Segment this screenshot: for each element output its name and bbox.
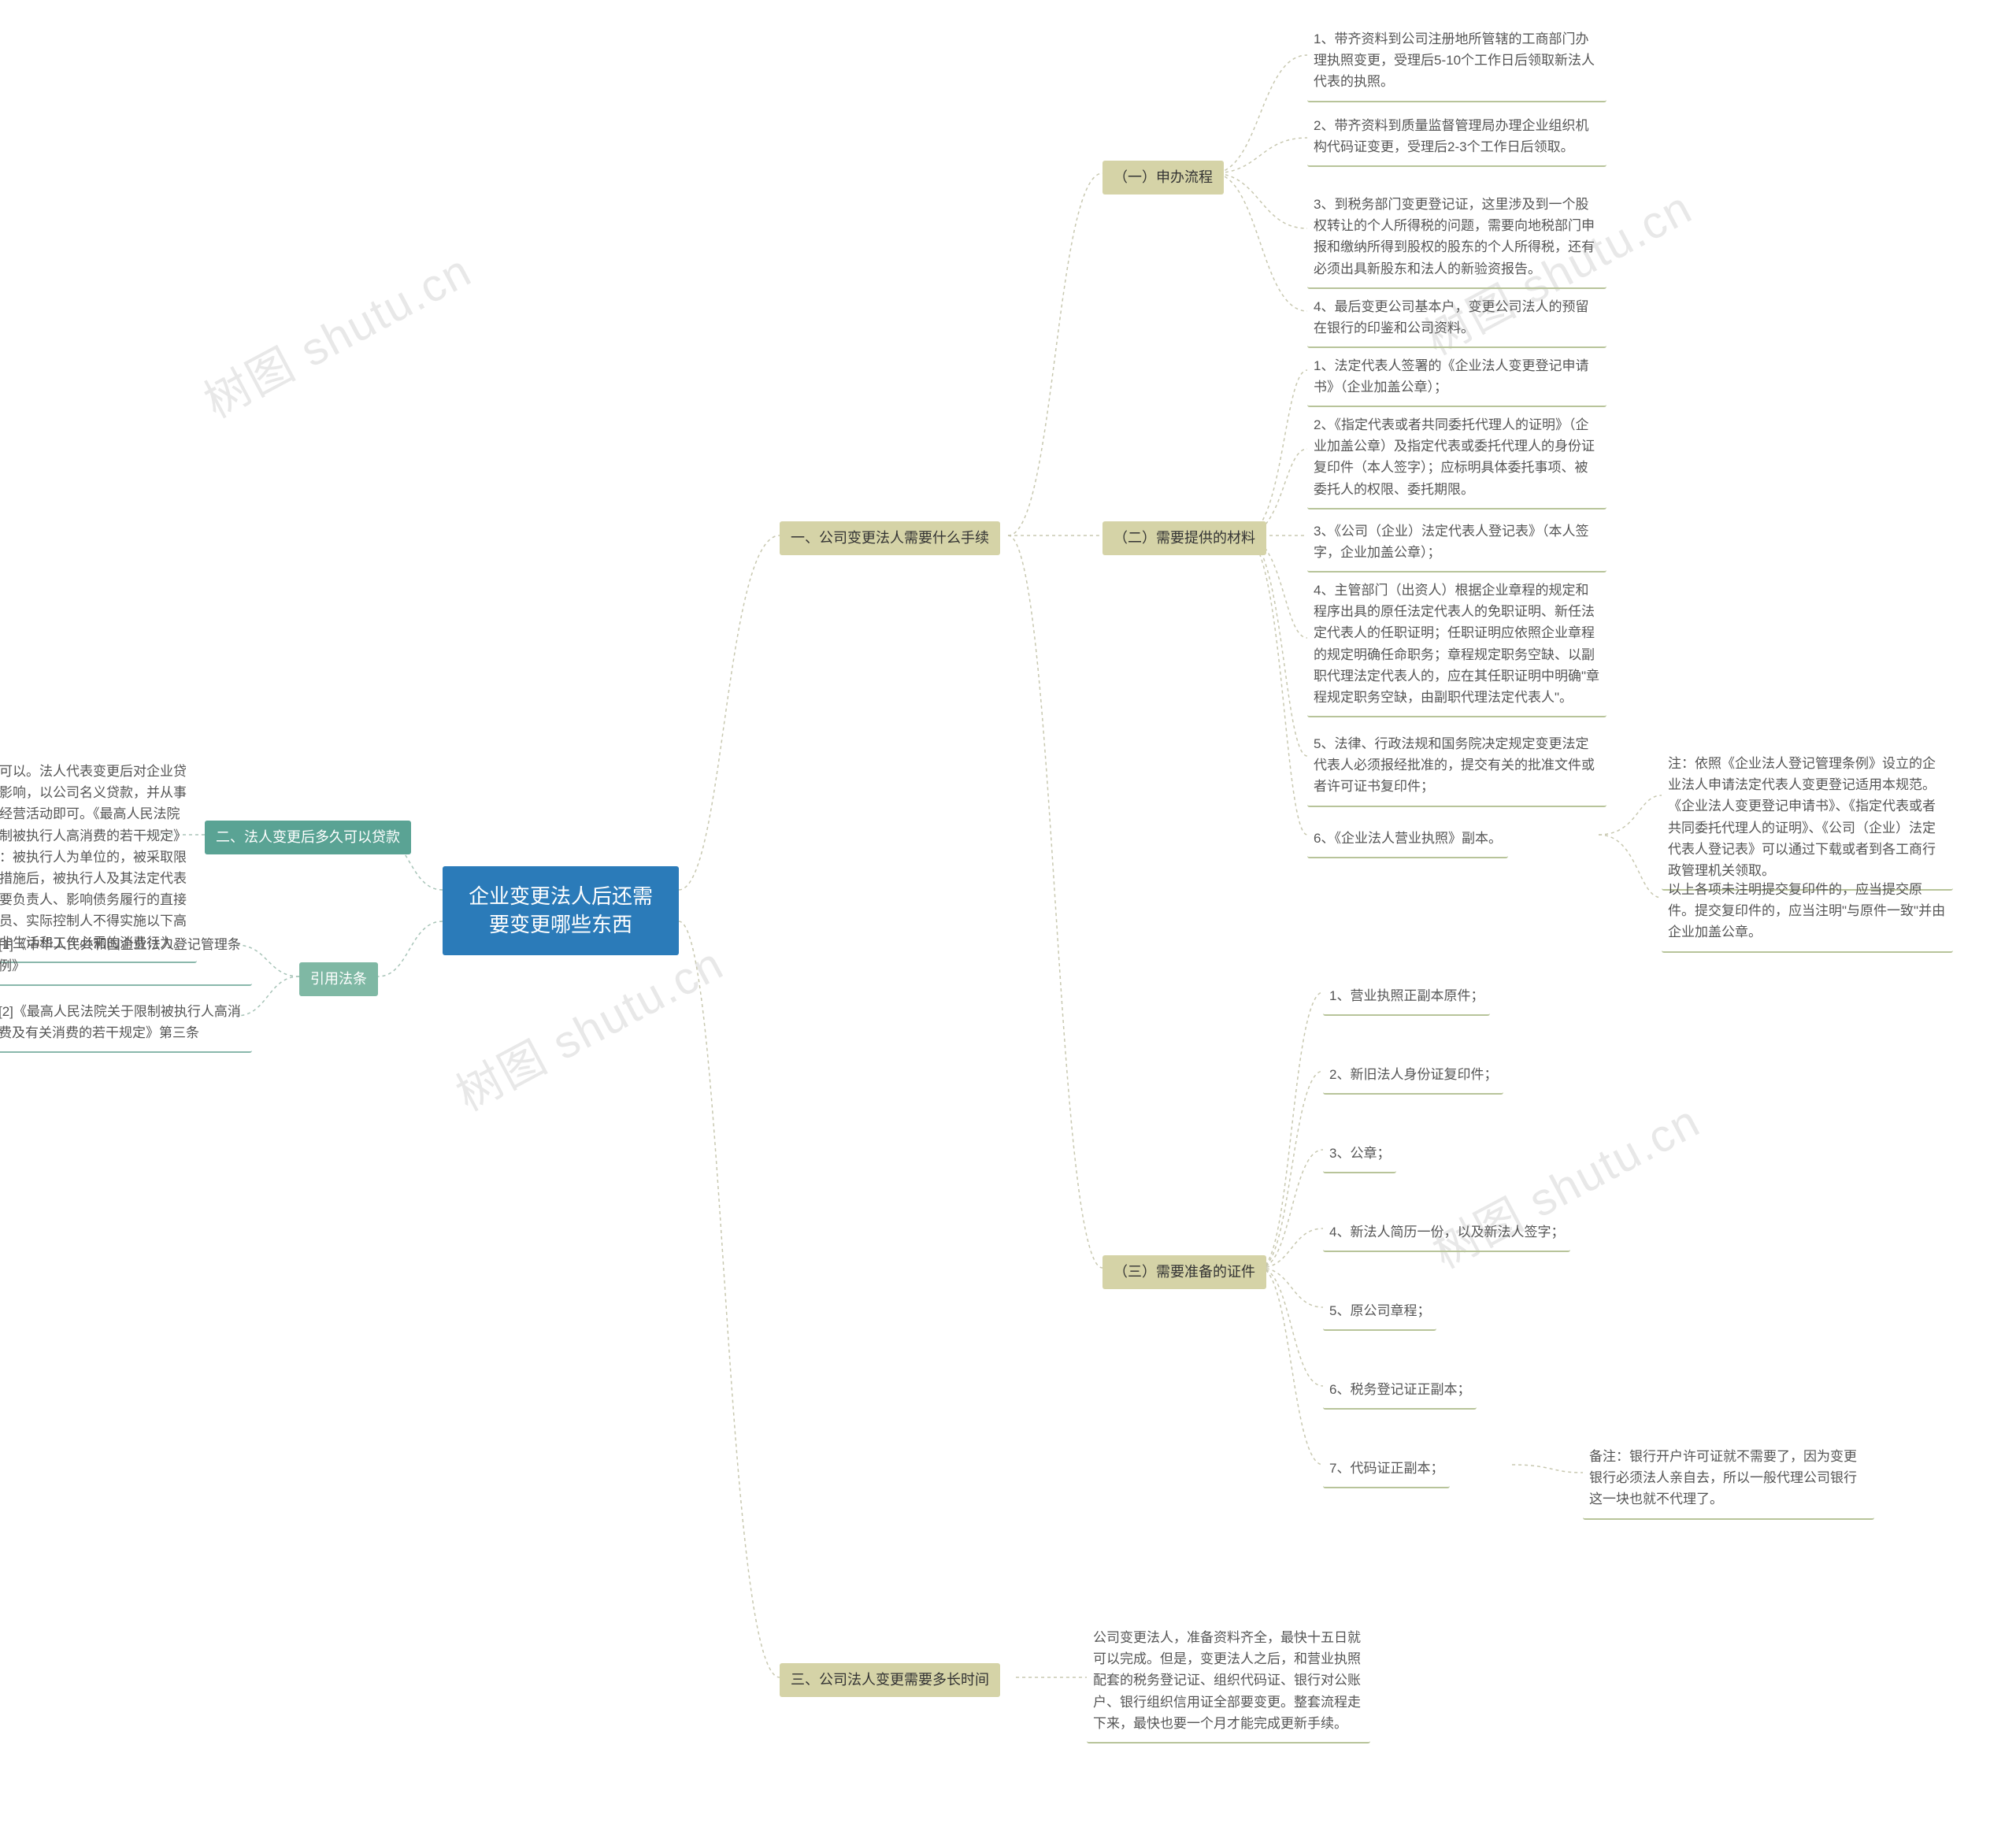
watermark: 树图 shutu.cn — [191, 234, 481, 430]
root-node[interactable]: 企业变更法人后还需要变更哪些东西 — [443, 866, 679, 955]
leaf-refs-item2: [2]《最高人民法院关于限制被执行人高消费及有关消费的若干规定》第三条 — [0, 996, 252, 1053]
branch-sub3[interactable]: （三）需要准备的证件 — [1102, 1255, 1266, 1289]
leaf-sub2-item4: 4、主管部门（出资人）根据企业章程的规定和程序出具的原任法定代表人的免职证明、新… — [1307, 575, 1606, 717]
leaf-refs-item1: [1]《中华人民共和国企业法人登记管理条例》 — [0, 929, 252, 986]
leaf-sub2-item2: 2、《指定代表或者共同委托代理人的证明》（企业加盖公章）及指定代表或委托代理人的… — [1307, 409, 1606, 510]
leaf-sub3-item1: 1、营业执照正副本原件； — [1323, 980, 1490, 1016]
leaf-sub2-note2: 以上各项未注明提交复印件的，应当提交原件。提交复印件的，应当注明"与原件一致"并… — [1662, 874, 1953, 953]
leaf-sub1-item1: 1、带齐资料到公司注册地所管辖的工商部门办理执照变更，受理后5-10个工作日后领… — [1307, 24, 1606, 102]
branch-section-2[interactable]: 二、法人变更后多久可以贷款 — [205, 821, 411, 854]
leaf-sub2-note1: 注：依照《企业法人登记管理条例》设立的企业法人申请法定代表人变更登记适用本规范。… — [1662, 748, 1953, 891]
leaf-sub1-item3: 3、到税务部门变更登记证，这里涉及到一个股权转让的个人所得税的问题，需要向地税部… — [1307, 189, 1606, 289]
branch-sub1[interactable]: （一）申办流程 — [1102, 161, 1224, 195]
branch-section-1[interactable]: 一、公司变更法人需要什么手续 — [780, 521, 1000, 555]
leaf-sub3-item4: 4、新法人简历一份，以及新法人签字； — [1323, 1217, 1570, 1252]
leaf-sub2-item1: 1、法定代表人签署的《企业法人变更登记申请书》（企业加盖公章）； — [1307, 350, 1606, 407]
leaf-sub3-note: 备注：银行开户许可证就不需要了，因为变更银行必须法人亲自去，所以一般代理公司银行… — [1583, 1441, 1874, 1520]
leaf-section-3-text: 公司变更法人，准备资料齐全，最快十五日就可以完成。但是，变更法人之后，和营业执照… — [1087, 1622, 1370, 1744]
branch-refs[interactable]: 引用法条 — [299, 962, 378, 996]
leaf-sub3-item7: 7、代码证正副本； — [1323, 1453, 1450, 1488]
leaf-sub1-item4: 4、最后变更公司基本户，变更公司法人的预留在银行的印鉴和公司资料。 — [1307, 291, 1606, 348]
leaf-sub2-item6: 6、《企业法人营业执照》副本。 — [1307, 823, 1508, 858]
leaf-sub2-item3: 3、《公司（企业）法定代表人登记表》（本人签字，企业加盖公章）； — [1307, 516, 1606, 573]
branch-section-3[interactable]: 三、公司法人变更需要多长时间 — [780, 1663, 1000, 1697]
leaf-sub3-item6: 6、税务登记证正副本； — [1323, 1374, 1477, 1410]
leaf-sub3-item5: 5、原公司章程； — [1323, 1295, 1436, 1331]
leaf-sub3-item3: 3、公章； — [1323, 1138, 1396, 1173]
leaf-sub2-item5: 5、法律、行政法规和国务院决定规定变更法定代表人必须报经批准的，提交有关的批准文… — [1307, 728, 1606, 807]
leaf-sub3-item2: 2、新旧法人身份证复印件； — [1323, 1059, 1503, 1095]
branch-sub2[interactable]: （二）需要提供的材料 — [1102, 521, 1266, 555]
watermark: 树图 shutu.cn — [443, 927, 733, 1123]
leaf-sub1-item2: 2、带齐资料到质量监督管理局办理企业组织机构代码证变更，受理后2-3个工作日后领… — [1307, 110, 1606, 167]
